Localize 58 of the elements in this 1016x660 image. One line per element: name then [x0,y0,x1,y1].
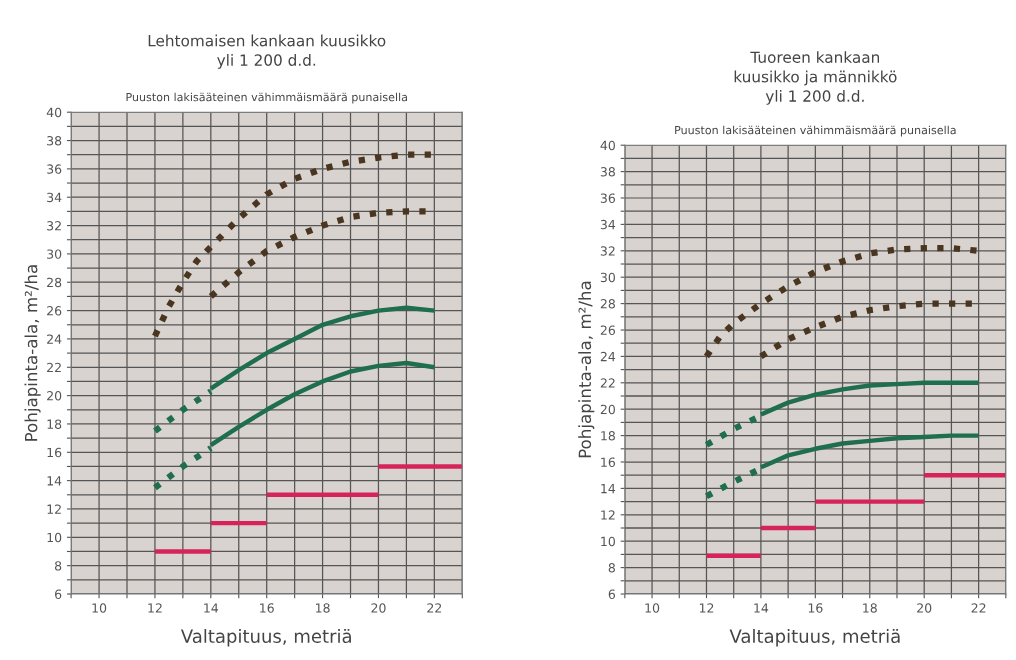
y-tick-label: 36 [47,164,62,174]
y-tick-label: 40 [600,140,615,151]
y-tick-label: 26 [47,306,62,316]
x-tick-label: 14 [754,603,769,613]
y-tick-label: 30 [47,249,62,259]
chart-title: Lehtomaisen kankaan kuusikko yli 1 200 d.d. [148,34,386,69]
x-tick-label: 12 [148,603,162,613]
y-tick-label: 24 [47,334,62,344]
y-tick-label: 32 [600,246,615,256]
x-tick-label: 16 [260,603,274,613]
y-tick-label: 28 [600,299,615,309]
x-tick-label: 16 [808,603,823,613]
x-tick-label: 14 [204,603,219,613]
y-tick-label: 16 [601,457,616,467]
y-tick-label: 10 [601,536,615,547]
y-tick-label: 8 [54,561,62,571]
x-tick-label: 10 [645,603,660,613]
y-tick-label: 40 [46,107,62,118]
x-axis-title: Valtapituus, metriä [180,629,351,647]
y-tick-label: 14 [601,484,616,494]
y-tick-label: 18 [601,431,615,441]
y-tick-label: 12 [601,510,615,520]
y-axis-title: Pohjapinta-ala, m²/ha [24,265,41,441]
y-tick-label: 6 [55,589,62,599]
y-tick-label: 10 [47,532,62,543]
x-tick-label: 22 [427,603,442,613]
y-tick-label: 38 [600,167,615,177]
y-tick-label: 22 [47,362,61,373]
chart-title: Tuoreen kankaan kuusikko ja männikkö yli 1 200 d.d. [734,51,897,105]
y-tick-label: 28 [47,277,62,288]
y-tick-label: 38 [47,136,62,146]
y-tick-label: 12 [47,504,61,514]
x-tick-label: 12 [699,603,714,613]
y-tick-label: 22 [600,378,615,388]
y-tick-label: 32 [47,221,61,231]
y-tick-label: 8 [608,563,615,573]
y-tick-label: 34 [47,192,62,203]
y-tick-label: 30 [600,272,615,283]
y-tick-label: 18 [47,419,62,429]
x-tick-label: 20 [917,603,932,613]
x-tick-label: 18 [316,603,330,613]
x-tick-label: 20 [371,603,386,613]
y-tick-label: 6 [608,589,616,599]
x-tick-label: 10 [92,603,107,613]
y-tick-label: 20 [600,404,615,415]
y-tick-label: 26 [600,325,616,335]
chart-subtitle: Puuston lakisääteinen vähimmäismäärä punaisella [675,125,956,137]
y-axis-title: Pohjapinta-ala, m²/ha [578,281,595,458]
chart-subtitle: Puuston lakisääteinen vähimmäismäärä punaisella [126,92,407,104]
x-tick-label: 18 [863,603,877,613]
y-tick-label: 36 [600,193,616,203]
y-tick-label: 16 [47,447,62,458]
x-tick-label: 22 [971,603,986,613]
x-axis-title: Valtapituus, metriä [729,629,900,647]
y-tick-label: 24 [600,351,616,362]
y-tick-label: 34 [600,219,616,230]
y-tick-label: 20 [47,391,62,401]
y-tick-label: 14 [47,476,62,486]
